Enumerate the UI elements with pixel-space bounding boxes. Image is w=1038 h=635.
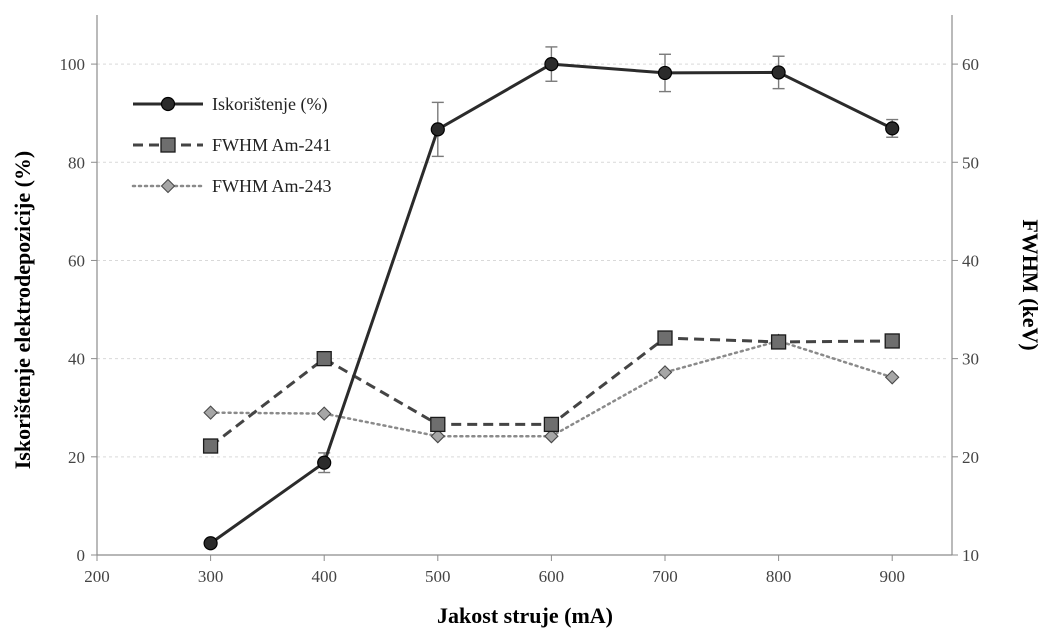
data-point [202, 438, 219, 454]
data-point [203, 405, 218, 420]
y-tick-label-left: 20 [68, 448, 85, 467]
legend-marker [160, 178, 176, 194]
data-point [430, 122, 445, 137]
data-point [316, 406, 332, 421]
gridlines [97, 63, 949, 458]
series-fwhm-am-241 [202, 330, 900, 454]
x-tick-label: 300 [198, 567, 224, 586]
legend-label: FWHM Am-243 [212, 176, 332, 196]
y-tick-label-left: 80 [68, 153, 85, 172]
x-tick-label: 200 [84, 567, 110, 586]
x-axis-title: Jakost struje (mA) [437, 603, 613, 628]
data-point [430, 416, 446, 433]
y-tick-label-right: 50 [962, 153, 979, 172]
y-tick-label-right: 40 [962, 251, 979, 270]
x-tick-label: 700 [652, 567, 678, 586]
legend-item-iskori-tenje: Iskorištenje (%) [133, 94, 327, 115]
legend-label: FWHM Am-241 [212, 135, 332, 155]
series-iskori-tenje [203, 46, 900, 551]
data-point [317, 455, 332, 470]
x-tick-label: 600 [539, 567, 565, 586]
axes: 200 300 400 500 600 700 800 900 0 20 40 60 80 100 10 20… [60, 15, 979, 586]
y-tick-label-left: 60 [68, 251, 85, 270]
x-tick-label: 900 [879, 567, 905, 586]
data-point [657, 330, 673, 346]
data-point [884, 370, 900, 385]
data-point [316, 350, 332, 367]
legend-item-fwhm-am-243: FWHM Am-243 [131, 176, 332, 196]
data-point [657, 65, 673, 81]
legend-label: Iskorištenje (%) [212, 94, 327, 115]
legend-item-fwhm-am-241: FWHM Am-241 [133, 135, 332, 155]
legend-marker [160, 137, 176, 153]
data-point [544, 56, 559, 72]
y-tick-label-right: 20 [962, 448, 979, 467]
plot-area [202, 46, 900, 551]
x-tick-label: 500 [425, 567, 451, 586]
y-tick-label-right: 10 [962, 546, 979, 565]
x-tick-label: 400 [311, 567, 337, 586]
data-point [884, 333, 900, 349]
data-point [203, 536, 218, 551]
y-tick-label-right: 30 [962, 350, 979, 369]
x-tick-label: 800 [766, 567, 792, 586]
y-tick-label-right: 60 [962, 55, 979, 74]
data-point [770, 334, 787, 350]
y-tick-label-left: 40 [68, 350, 85, 369]
data-point [430, 428, 446, 444]
data-point [544, 428, 559, 444]
y-tick-label-left: 0 [77, 546, 86, 565]
data-point [885, 121, 900, 136]
y-axis-title-left: Iskorištenje elektrodepozicije (%) [10, 151, 35, 470]
y-axis-title-right: FWHM (keV) [1018, 219, 1038, 350]
data-point [657, 365, 673, 380]
data-point [543, 416, 560, 433]
data-point [771, 65, 786, 80]
y-tick-label-left: 100 [60, 55, 86, 74]
legend: Iskorištenje (%) FWHM Am-241 FWHM Am-243 [131, 94, 332, 196]
legend-marker [160, 96, 176, 112]
